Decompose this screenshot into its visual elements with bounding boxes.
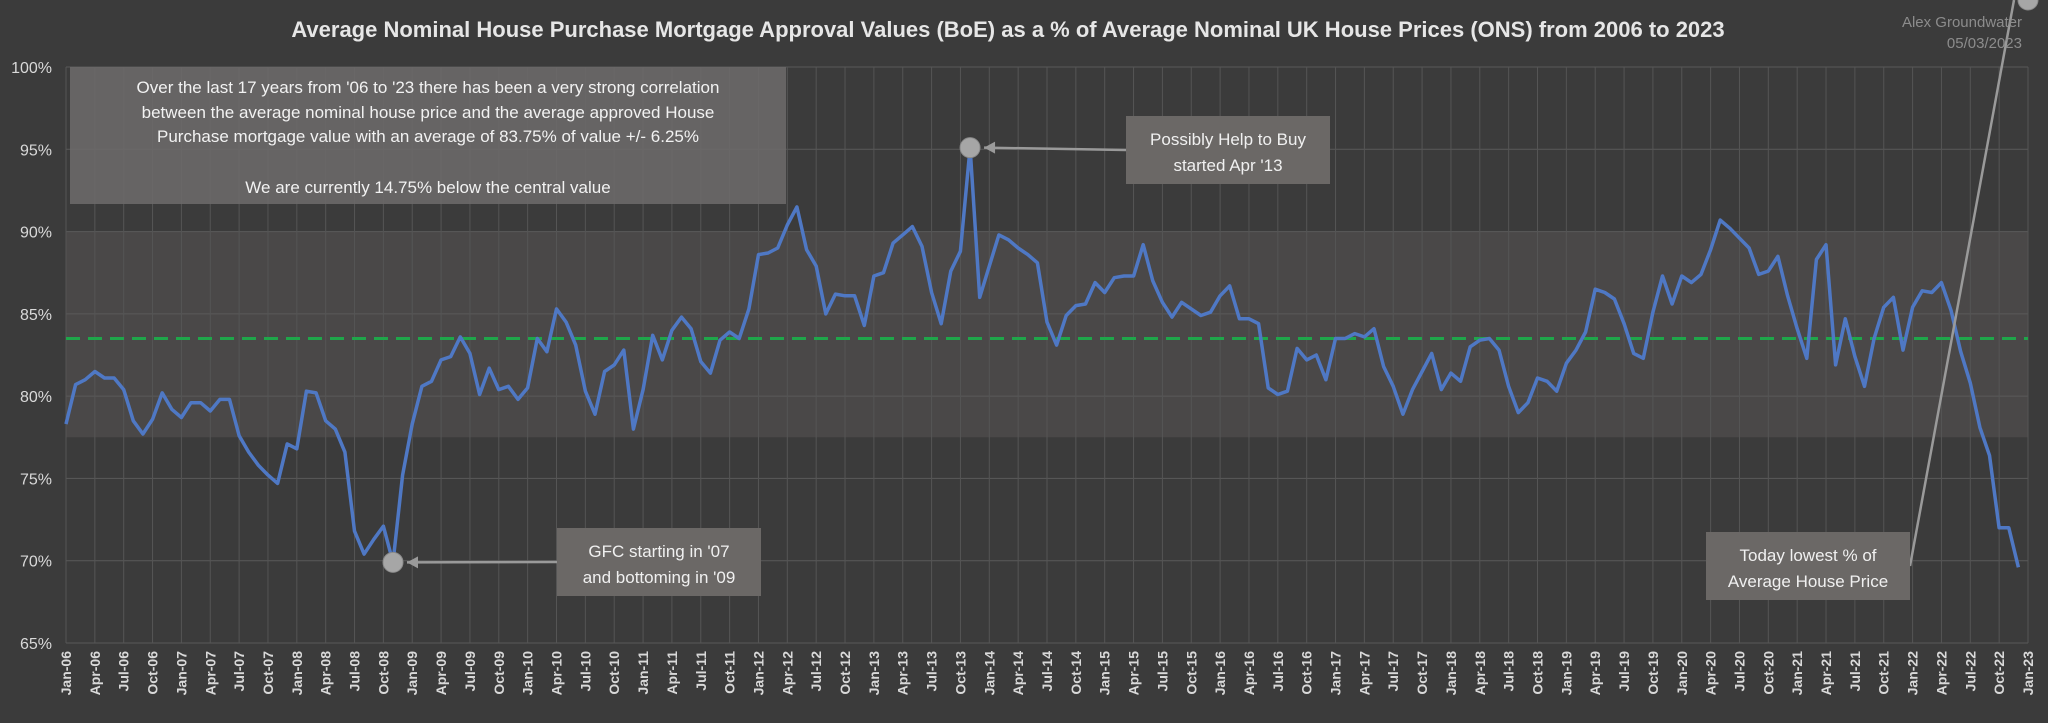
x-tick-label: Oct-16 bbox=[1299, 651, 1315, 695]
x-tick-label: Jan-18 bbox=[1443, 651, 1459, 696]
x-tick-label: Oct-08 bbox=[375, 651, 391, 695]
x-tick-label: Oct-07 bbox=[260, 651, 276, 695]
summary-text: Purchase mortgage value with an average … bbox=[157, 127, 699, 146]
x-tick-label: Apr-20 bbox=[1703, 651, 1719, 696]
x-tick-label: Jul-21 bbox=[1847, 651, 1863, 692]
x-tick-label: Apr-08 bbox=[318, 651, 334, 696]
chart-date: 05/03/2023 bbox=[1947, 35, 2022, 52]
y-tick-label: 80% bbox=[20, 389, 52, 406]
x-tick-label: Jul-07 bbox=[231, 651, 247, 692]
x-tick-label: Oct-11 bbox=[722, 651, 738, 694]
callout-text: and bottoming in '09 bbox=[583, 568, 736, 587]
x-tick-label: Apr-09 bbox=[433, 651, 449, 696]
x-tick-label: Apr-13 bbox=[895, 651, 911, 696]
x-tick-label: Jan-20 bbox=[1674, 651, 1690, 696]
x-tick-label: Oct-10 bbox=[606, 651, 622, 695]
x-tick-label: Jan-11 bbox=[635, 651, 651, 695]
x-tick-label: Jan-06 bbox=[58, 651, 74, 696]
y-tick-label: 95% bbox=[20, 142, 52, 159]
y-tick-label: 100% bbox=[11, 60, 52, 77]
summary-text: Over the last 17 years from '06 to '23 t… bbox=[137, 78, 720, 97]
x-tick-label: Oct-22 bbox=[1991, 651, 2007, 695]
x-tick-label: Jan-14 bbox=[981, 651, 997, 696]
x-tick-label: Jul-17 bbox=[1385, 651, 1401, 692]
x-tick-label: Oct-09 bbox=[491, 651, 507, 695]
x-tick-label: Oct-20 bbox=[1760, 651, 1776, 695]
x-tick-label: Jul-18 bbox=[1501, 651, 1517, 692]
x-tick-label: Jan-10 bbox=[520, 651, 536, 696]
x-tick-label: Jul-22 bbox=[1962, 651, 1978, 692]
x-tick-label: Oct-17 bbox=[1414, 651, 1430, 695]
callout-text: Today lowest % of bbox=[1739, 546, 1876, 565]
x-tick-label: Oct-15 bbox=[1183, 651, 1199, 695]
y-tick-label: 65% bbox=[20, 636, 52, 653]
x-tick-label: Apr-22 bbox=[1933, 651, 1949, 696]
x-tick-label: Apr-21 bbox=[1818, 651, 1834, 696]
callout-text: Possibly Help to Buy bbox=[1150, 130, 1306, 149]
x-tick-label: Oct-14 bbox=[1068, 651, 1084, 695]
callout-text: GFC starting in '07 bbox=[588, 542, 729, 561]
x-tick-label: Jul-11 bbox=[693, 651, 709, 691]
x-tick-label: Jan-21 bbox=[1789, 651, 1805, 696]
x-tick-label: Apr-06 bbox=[87, 651, 103, 696]
x-tick-label: Jan-17 bbox=[1328, 651, 1344, 696]
summary-text: We are currently 14.75% below the centra… bbox=[245, 178, 610, 197]
x-tick-label: Jul-12 bbox=[808, 651, 824, 692]
x-tick-label: Jan-13 bbox=[866, 651, 882, 696]
x-tick-label: Jan-23 bbox=[2020, 651, 2036, 696]
x-tick-label: Jan-15 bbox=[1097, 651, 1113, 696]
x-tick-label: Jul-10 bbox=[577, 651, 593, 692]
x-tick-label: Apr-19 bbox=[1587, 651, 1603, 696]
x-tick-label: Oct-18 bbox=[1530, 651, 1546, 695]
x-tick-label: Apr-07 bbox=[202, 651, 218, 696]
callout-text: Average House Price bbox=[1728, 572, 1888, 591]
x-tick-label: Jul-09 bbox=[462, 651, 478, 692]
x-tick-label: Oct-19 bbox=[1645, 651, 1661, 695]
x-tick-label: Jan-08 bbox=[289, 651, 305, 696]
x-tick-label: Jul-16 bbox=[1270, 651, 1286, 692]
y-tick-label: 85% bbox=[20, 307, 52, 324]
x-tick-label: Jul-06 bbox=[116, 651, 132, 692]
x-tick-label: Jul-19 bbox=[1616, 651, 1632, 692]
x-tick-label: Oct-21 bbox=[1876, 651, 1892, 695]
x-tick-label: Jan-19 bbox=[1558, 651, 1574, 696]
author-name: Alex Groundwater bbox=[1902, 14, 2022, 31]
summary-text: between the average nominal house price … bbox=[142, 103, 715, 122]
y-tick-label: 70% bbox=[20, 554, 52, 571]
x-tick-label: Jul-15 bbox=[1154, 651, 1170, 692]
x-tick-label: Apr-11 bbox=[664, 651, 680, 695]
chart-title: Average Nominal House Purchase Mortgage … bbox=[291, 17, 1724, 42]
x-tick-label: Oct-13 bbox=[952, 651, 968, 695]
x-tick-label: Apr-17 bbox=[1356, 651, 1372, 696]
x-tick-label: Jul-20 bbox=[1731, 651, 1747, 692]
x-tick-label: Jul-08 bbox=[347, 651, 363, 692]
x-tick-label: Jan-07 bbox=[173, 651, 189, 696]
x-tick-label: Apr-18 bbox=[1472, 651, 1488, 696]
x-tick-label: Apr-14 bbox=[1010, 651, 1026, 696]
x-tick-label: Jul-14 bbox=[1039, 651, 1055, 692]
x-tick-label: Oct-12 bbox=[837, 651, 853, 695]
callout-text: started Apr '13 bbox=[1173, 156, 1282, 175]
x-tick-label: Jan-09 bbox=[404, 651, 420, 696]
x-tick-label: Apr-15 bbox=[1126, 651, 1142, 696]
x-tick-label: Jan-22 bbox=[1905, 651, 1921, 696]
y-tick-label: 75% bbox=[20, 471, 52, 488]
y-tick-label: 90% bbox=[20, 225, 52, 242]
x-tick-label: Jan-12 bbox=[750, 651, 766, 696]
summary-annotation: Over the last 17 years from '06 to '23 t… bbox=[70, 67, 786, 204]
help-to-buy-marker bbox=[960, 138, 980, 158]
gfc-marker bbox=[383, 552, 403, 572]
x-tick-label: Apr-16 bbox=[1241, 651, 1257, 696]
x-tick-label: Apr-10 bbox=[549, 651, 565, 696]
x-tick-label: Jul-13 bbox=[924, 651, 940, 692]
x-tick-label: Jan-16 bbox=[1212, 651, 1228, 696]
x-tick-label: Oct-06 bbox=[145, 651, 161, 695]
x-tick-label: Apr-12 bbox=[779, 651, 795, 696]
